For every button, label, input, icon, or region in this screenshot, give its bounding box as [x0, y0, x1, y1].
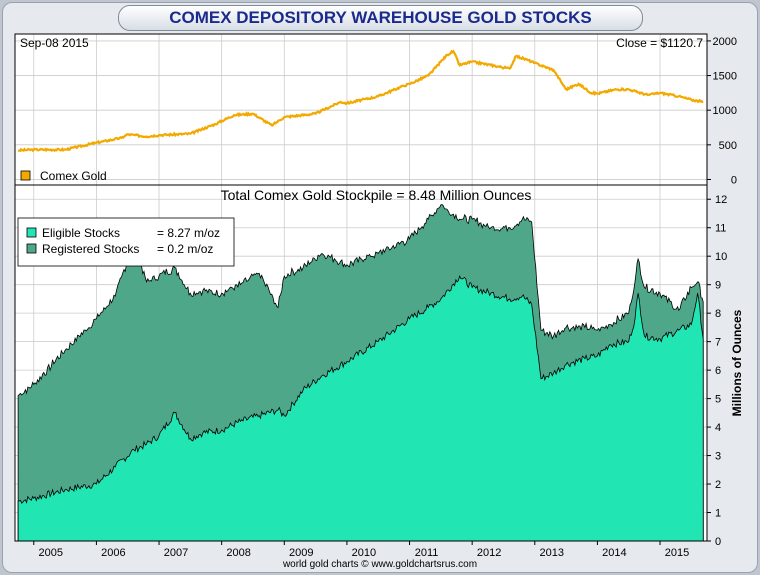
footer-credit: world gold charts © www.goldchartsrus.co…	[282, 559, 477, 570]
stock-y-tick-label: 10	[715, 251, 727, 263]
eligible-legend-swatch	[26, 227, 37, 238]
stock-y-tick-label: 9	[715, 280, 721, 292]
eligible-legend-label: Eligible Stocks	[42, 226, 120, 240]
x-tick-label: 2012	[477, 547, 501, 559]
gold-y-tick-label: 1000	[713, 105, 737, 117]
gold-close-label: Close = $1120.7	[616, 36, 703, 50]
gold-legend-swatch	[20, 170, 31, 181]
x-ticks: 2005 2006 2007 2008 2009 2010 2011 2012 2013 2014…	[33, 541, 689, 559]
gold-y-tick-label: 2000	[713, 36, 737, 48]
stock-y-tick-label: 6	[715, 365, 721, 377]
gold-legend-label: Comex Gold	[40, 169, 107, 183]
stock-legend-box	[17, 217, 235, 267]
chart-title: COMEX DEPOSITORY WAREHOUSE GOLD STOCKS	[118, 5, 643, 31]
stock-y-tick-label: 7	[715, 337, 721, 349]
gold-y-tick-label: 1500	[713, 71, 737, 83]
stock-y-tick-label: 1	[715, 508, 721, 520]
x-tick-label: 2011	[415, 547, 439, 559]
stock-y-tick-label: 11	[715, 223, 726, 235]
gold-y-tick-label: 0	[731, 174, 737, 186]
stock-y-tick-label: 5	[715, 394, 721, 406]
eligible-stocks-area	[17, 274, 704, 542]
stock-y-tick-label: 4	[715, 422, 721, 434]
stock-y-tick-label: 0	[715, 536, 721, 548]
gold-date-label: Sep-08 2015	[20, 36, 89, 50]
registered-legend-value: = 0.2 m/oz	[157, 242, 213, 256]
stock-panel-border	[14, 184, 708, 542]
stock-y-tick-label: 12	[715, 194, 727, 206]
x-tick-label: 2006	[101, 547, 125, 559]
stock-y-tick-label: 8	[715, 308, 721, 320]
x-tick-label: 2014	[602, 547, 626, 559]
gold-price-line	[17, 49, 704, 153]
gold-grid	[15, 34, 707, 185]
registered-legend-swatch	[26, 243, 37, 254]
registered-legend-label: Registered Stocks	[42, 242, 139, 256]
x-tick-label: 2007	[164, 547, 188, 559]
gold-y-tick-label: 500	[719, 140, 737, 152]
eligible-legend-value: = 8.27 m/oz	[157, 226, 220, 240]
stock-y-tick-label: 2	[715, 479, 721, 491]
stock-y-axis-label: Millions of Ounces	[730, 309, 744, 416]
gold-y-ticks: 0 500 1000 1500 2000	[707, 36, 737, 186]
gold-panel	[14, 33, 708, 186]
x-tick-label: 2005	[39, 547, 63, 559]
x-tick-label: 2009	[289, 547, 313, 559]
stock-y-tick-label: 3	[715, 451, 721, 463]
x-tick-label: 2008	[226, 547, 250, 559]
x-tick-label: 2010	[352, 547, 376, 559]
gold-line-group	[17, 49, 704, 153]
x-tick-label: 2013	[540, 547, 564, 559]
x-tick-label: 2015	[665, 547, 689, 559]
stockpile-title: Total Comex Gold Stockpile = 8.48 Millio…	[221, 187, 532, 203]
